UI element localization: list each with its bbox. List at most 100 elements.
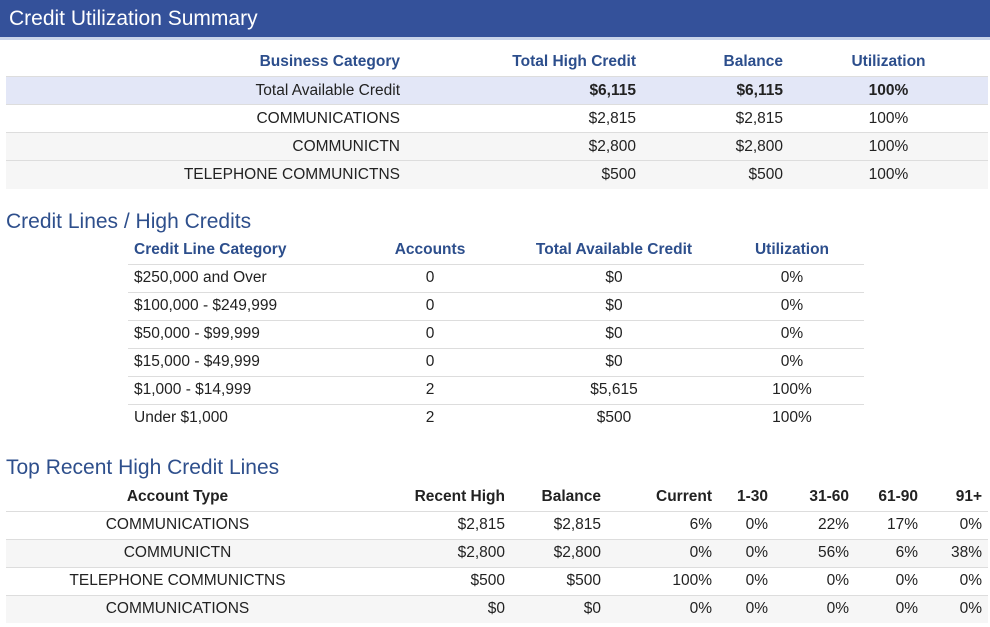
column-header: Accounts	[352, 236, 508, 265]
table-row: $1,000 - $14,999 2 $5,615 100%	[128, 376, 864, 405]
cell-1-30: 0%	[718, 511, 774, 540]
cell-category: $250,000 and Over	[128, 264, 352, 293]
cell-category: $1,000 - $14,999	[128, 376, 352, 405]
recent-high-credit-title: Top Recent High Credit Lines	[6, 456, 280, 479]
cell-category: $100,000 - $249,999	[128, 292, 352, 321]
cell-31-60: 0%	[774, 595, 855, 623]
cell-account-type: TELEPHONE COMMUNICTNS	[6, 567, 349, 596]
cell-utilization: 100%	[789, 160, 988, 189]
table-row: COMMUNICTN $2,800 $2,800 100%	[6, 132, 988, 161]
cell-61-90: 6%	[855, 539, 924, 568]
cell-91-plus: 0%	[924, 511, 988, 540]
cell-utilization: 100%	[772, 409, 812, 427]
column-header: Account Type	[6, 483, 349, 512]
column-header: Utilization	[789, 48, 988, 77]
cell-accounts: 0	[352, 320, 508, 349]
cell-category: COMMUNICTN	[6, 132, 406, 161]
cell-utilization: 0%	[720, 320, 864, 349]
column-header: Utilization	[720, 236, 864, 265]
cell-category: COMMUNICATIONS	[6, 104, 406, 133]
cell-account-type: COMMUNICTN	[6, 539, 349, 568]
table-row: $15,000 - $49,999 0 $0 0%	[128, 348, 864, 377]
column-header: 61-90	[855, 483, 924, 512]
column-header: Business Category	[6, 48, 406, 77]
column-header: Current	[607, 483, 718, 512]
recent-high-credit-table: Account Type Recent High Balance Current…	[6, 483, 988, 623]
cell-31-60: 56%	[774, 539, 855, 568]
table-row: $50,000 - $99,999 0 $0 0%	[128, 320, 864, 349]
cell-available: $0	[508, 264, 720, 293]
cell-category: Total Available Credit	[6, 76, 406, 105]
cell-accounts: 0	[352, 264, 508, 293]
cell-1-30: 0%	[718, 595, 774, 623]
table-row: COMMUNICTN $2,800 $2,800 0% 0% 56% 6% 38…	[6, 539, 988, 568]
table-header-row: Account Type Recent High Balance Current…	[6, 483, 988, 512]
cell-current: 6%	[607, 511, 718, 540]
column-header: 31-60	[774, 483, 855, 512]
table-header-row: Credit Line Category Accounts Total Avai…	[128, 236, 864, 265]
cell-available: $0	[508, 348, 720, 377]
cell-accounts: 2	[352, 376, 508, 405]
cell-91-plus: 0%	[924, 595, 988, 623]
credit-lines-title: Credit Lines / High Credits	[6, 210, 252, 233]
column-header: Total Available Credit	[508, 236, 720, 265]
cell-recent-high: $2,815	[349, 511, 511, 540]
cell-high-credit: $2,815	[406, 104, 642, 133]
cell-high-credit: $500	[406, 160, 642, 189]
cell-current: 0%	[607, 595, 718, 623]
cell-high-credit: $2,800	[406, 132, 642, 161]
cell-balance: $500	[642, 160, 789, 189]
column-header: Balance	[642, 48, 789, 77]
cell-balance: $500	[511, 567, 607, 596]
cell-1-30: 0%	[718, 539, 774, 568]
table-row: COMMUNICATIONS $2,815 $2,815 100%	[6, 104, 988, 133]
column-header: Recent High	[349, 483, 511, 512]
cell-current: 0%	[607, 539, 718, 568]
cell-91-plus: 38%	[924, 539, 988, 568]
cell-61-90: 0%	[855, 567, 924, 596]
column-header: 1-30	[718, 483, 774, 512]
cell-account-type: COMMUNICATIONS	[6, 595, 349, 623]
business-category-table: Business Category Total High Credit Bala…	[6, 48, 988, 189]
table-row-total: Total Available Credit $6,115 $6,115 100…	[6, 76, 988, 105]
cell-31-60: 22%	[774, 511, 855, 540]
cell-current: 100%	[607, 567, 718, 596]
column-header: Credit Line Category	[128, 236, 352, 265]
cell-available: $0	[508, 292, 720, 321]
cell-recent-high: $0	[349, 595, 511, 623]
cell-utilization: 100%	[789, 104, 988, 133]
cell-recent-high: $2,800	[349, 539, 511, 568]
cell-utilization: 0%	[720, 348, 864, 377]
cell-accounts: 0	[352, 292, 508, 321]
cell-available: $500	[596, 409, 632, 427]
cell-31-60: 0%	[774, 567, 855, 596]
cell-61-90: 0%	[855, 595, 924, 623]
cell-category: TELEPHONE COMMUNICTNS	[6, 160, 406, 189]
table-header-row: Business Category Total High Credit Bala…	[6, 48, 988, 77]
column-header: 91+	[924, 483, 988, 512]
column-header: Balance	[511, 483, 607, 512]
cell-utilization: 0%	[720, 264, 864, 293]
credit-lines-table: Credit Line Category Accounts Total Avai…	[128, 236, 864, 432]
cell-balance: $2,815	[511, 511, 607, 540]
cell-balance: $2,815	[642, 104, 789, 133]
cell-high-credit: $6,115	[406, 76, 642, 105]
cell-category: $50,000 - $99,999	[128, 320, 352, 349]
cell-utilization: 0%	[720, 292, 864, 321]
cell-utilization: 100%	[720, 376, 864, 405]
cell-category: $15,000 - $49,999	[128, 348, 352, 377]
cell-balance: $6,115	[642, 76, 789, 105]
table-row: TELEPHONE COMMUNICTNS $500 $500 100% 0% …	[6, 567, 988, 596]
cell-balance: $2,800	[642, 132, 789, 161]
cell-balance: $2,800	[511, 539, 607, 568]
column-header: Total High Credit	[406, 48, 642, 77]
table-row: Under $1,000 2 $500 100%	[128, 404, 864, 432]
table-row: COMMUNICATIONS $2,815 $2,815 6% 0% 22% 1…	[6, 511, 988, 540]
page-title: Credit Utilization Summary	[9, 7, 258, 30]
table-row: $100,000 - $249,999 0 $0 0%	[128, 292, 864, 321]
cell-61-90: 17%	[855, 511, 924, 540]
table-row: COMMUNICATIONS $0 $0 0% 0% 0% 0% 0%	[6, 595, 988, 623]
cell-recent-high: $500	[349, 567, 511, 596]
cell-available: $5,615	[508, 376, 720, 405]
table-row: TELEPHONE COMMUNICTNS $500 $500 100%	[6, 160, 988, 189]
